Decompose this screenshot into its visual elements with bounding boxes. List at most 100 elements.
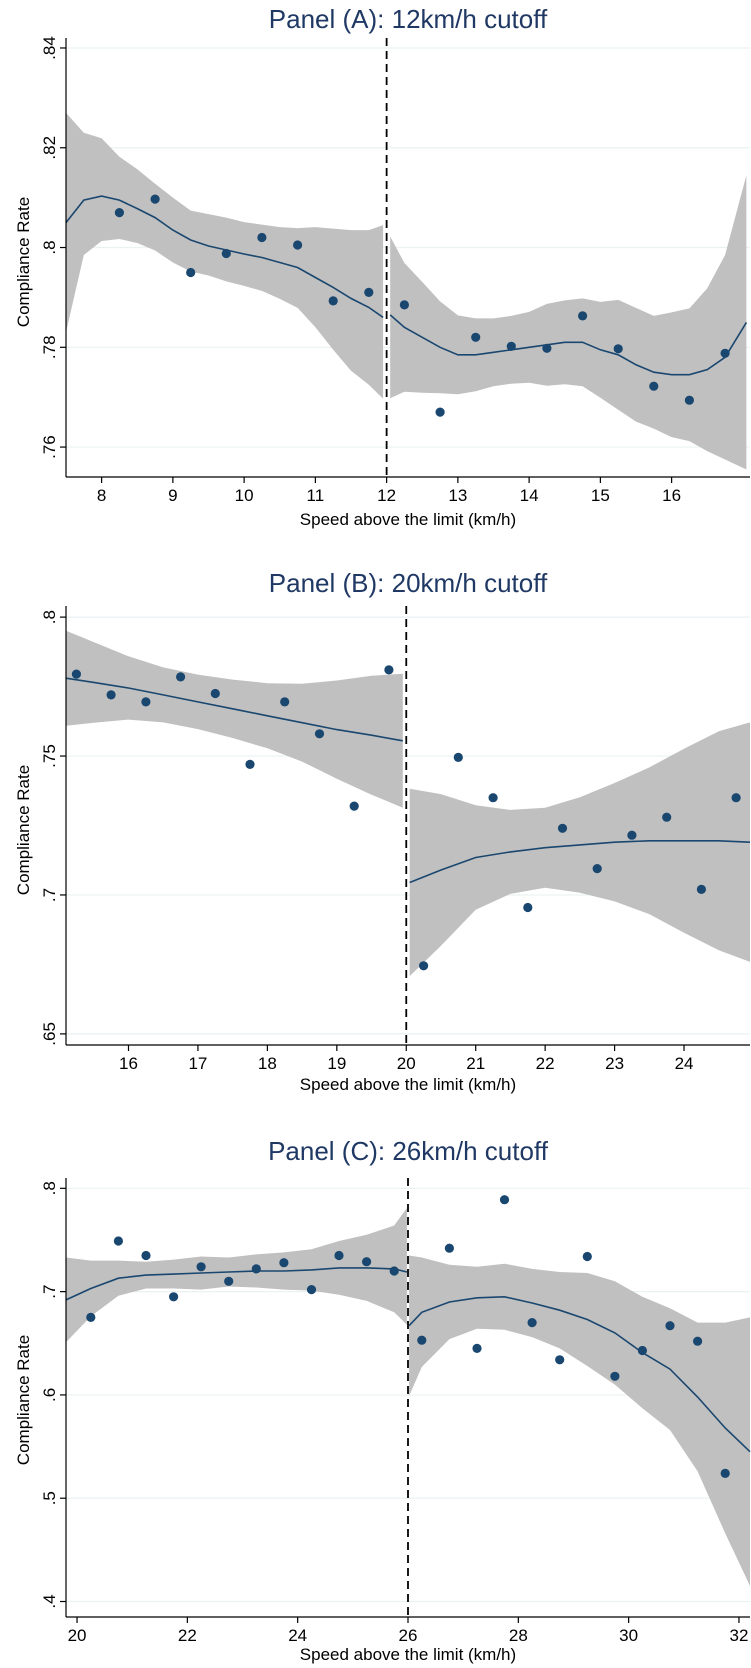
panel-b-y-tick-label: .7	[40, 888, 59, 902]
panel-b-x-tick-label: 24	[675, 1054, 694, 1073]
panel-a-data-point	[542, 343, 552, 353]
panel-c-x-tick-label: 24	[288, 1626, 307, 1645]
panel-b-data-point	[210, 688, 220, 699]
panel-a-y-tick-label: .78	[40, 335, 59, 359]
panel-a-data-point	[293, 240, 303, 250]
panel-a-data-point	[221, 248, 231, 259]
panel-b-xlabel: Speed above the limit (km/h)	[300, 1075, 516, 1094]
panel-a-x-tick-label: 16	[662, 486, 681, 505]
panel-b-data-point	[384, 665, 394, 675]
panel-c-data-point	[169, 1292, 179, 1302]
panel-c-data-point	[693, 1336, 703, 1346]
panel-b-title: Panel (B): 20km/h cutoff	[269, 568, 548, 598]
panel-b-y-tick-label: .8	[40, 610, 59, 624]
panel-c-data-point	[196, 1262, 206, 1272]
panel-a-data-point	[613, 344, 623, 354]
panel-a-data-point	[506, 341, 516, 351]
panel-a-data-point	[364, 287, 374, 297]
panel-c-data-point	[113, 1236, 123, 1246]
panel-b-x-tick-label: 18	[258, 1054, 277, 1073]
panel-c-x-tick-label: 30	[619, 1626, 638, 1645]
panel-b-y-tick-label: .65	[40, 1022, 59, 1046]
panel-c-data-point	[389, 1266, 399, 1276]
panel-a-x-tick-label: 8	[97, 486, 106, 505]
panel-b-axes: 16 17 18 19 20 21 22 23 24 .65 .7 .75 .8	[40, 606, 750, 1073]
panel-b-x-tick-label: 22	[536, 1054, 555, 1073]
panel-a-data-point	[471, 332, 481, 342]
panel-b-data-point	[696, 884, 707, 895]
panel-b-x-tick-label: 20	[397, 1054, 416, 1073]
panel-c-data-point	[555, 1355, 565, 1365]
panel-b-data-point	[662, 812, 672, 822]
panel-b-ci-band-right	[409, 722, 750, 977]
panel-a-title: Panel (A): 12km/h cutoff	[269, 4, 548, 34]
panel-c-x-tick-label: 28	[509, 1626, 528, 1645]
panel-a-data-point	[684, 395, 695, 405]
panel-a-x-tick-label: 15	[591, 486, 610, 505]
panel-b-data-point	[245, 759, 255, 770]
panel-c-x-tick-label: 20	[68, 1626, 87, 1645]
panel-b-data-point	[592, 864, 602, 874]
panel-b-data-point	[523, 902, 533, 913]
panel-c-x-tick-label: 22	[178, 1626, 197, 1645]
panel-c-data-point	[362, 1257, 372, 1267]
panel-b-data-point	[627, 830, 637, 840]
panel-a-data-point	[578, 311, 588, 321]
panel-b-data-point	[176, 672, 186, 682]
panel-c-data-point	[582, 1251, 592, 1262]
panel-a-data-point	[649, 381, 659, 391]
panel-b-data-point	[488, 793, 498, 803]
panel-c-data-point	[444, 1243, 454, 1253]
panel-a-data-point	[186, 267, 196, 278]
panel-c-data-point	[306, 1285, 317, 1295]
panel-b-data-point	[453, 752, 463, 763]
panel-b-data-point	[71, 669, 81, 679]
panel-c-data-point	[610, 1371, 620, 1381]
panel-c-data-point	[637, 1345, 648, 1356]
panel-b-x-tick-label: 17	[188, 1054, 207, 1073]
panel-a-y-tick-label: .82	[40, 136, 59, 160]
panel-c-y-tick-label: .4	[40, 1594, 59, 1608]
panel-a-y-tick-label: .8	[40, 240, 59, 254]
panel-c-data-point	[527, 1318, 537, 1328]
panel-a-y-tick-label: .84	[40, 36, 59, 60]
panel-a-data-point	[720, 348, 730, 358]
panel-c-y-tick-label: .5	[40, 1491, 59, 1505]
panel-b-data-point	[349, 801, 359, 811]
panel-c-ylabel: Compliance Rate	[14, 1335, 33, 1465]
panel-b-fit-line-right	[409, 839, 751, 884]
panel-c-data-point	[86, 1312, 96, 1322]
panel-c-data-point	[472, 1343, 482, 1353]
panel-c-y-tick-label: .8	[40, 1181, 59, 1195]
panel-a-y-tick-label: .76	[40, 435, 59, 459]
panel-c-fit-line-right	[408, 1295, 751, 1453]
panel-a-x-tick-label: 9	[168, 486, 177, 505]
panel-b-data-point	[106, 690, 116, 700]
panel-c-y-tick-label: .6	[40, 1388, 59, 1402]
panel-a-x-tick-label: 12	[377, 486, 396, 505]
panel-b-points	[71, 665, 741, 971]
panel-c-data-point	[665, 1321, 675, 1331]
panel-c-data-point	[251, 1264, 261, 1274]
panel-b-data-point	[557, 823, 568, 833]
panel-a-points	[114, 194, 730, 417]
panel-b-x-tick-label: 19	[327, 1054, 346, 1073]
panel-a-data-point	[399, 300, 409, 310]
panel-b-band	[66, 616, 750, 1035]
panel-b-fit	[65, 677, 751, 884]
panel-c-axes: 20 22 24 26 28 30 32 .4 .5 .6 .7 .8	[40, 1178, 750, 1645]
panel-c-fit-line-left	[65, 1267, 408, 1301]
panel-c-data-point	[417, 1335, 427, 1345]
panel-c-ci-band-right	[409, 1255, 750, 1586]
panel-b-y-tick-label: .75	[40, 744, 59, 768]
panel-b-data-point	[314, 729, 325, 739]
panel-b-x-tick-label: 23	[605, 1054, 624, 1073]
panel-b-x-tick-label: 16	[119, 1054, 138, 1073]
panel-a: Panel (A): 12km/h cutoff Speed above the…	[14, 4, 750, 529]
panel-b-data-point	[731, 793, 741, 803]
panel-c-data-point	[720, 1468, 730, 1478]
panel-b-data-point	[419, 961, 429, 971]
panel-a-x-tick-label: 13	[448, 486, 467, 505]
panel-a-x-tick-label: 11	[307, 486, 325, 505]
